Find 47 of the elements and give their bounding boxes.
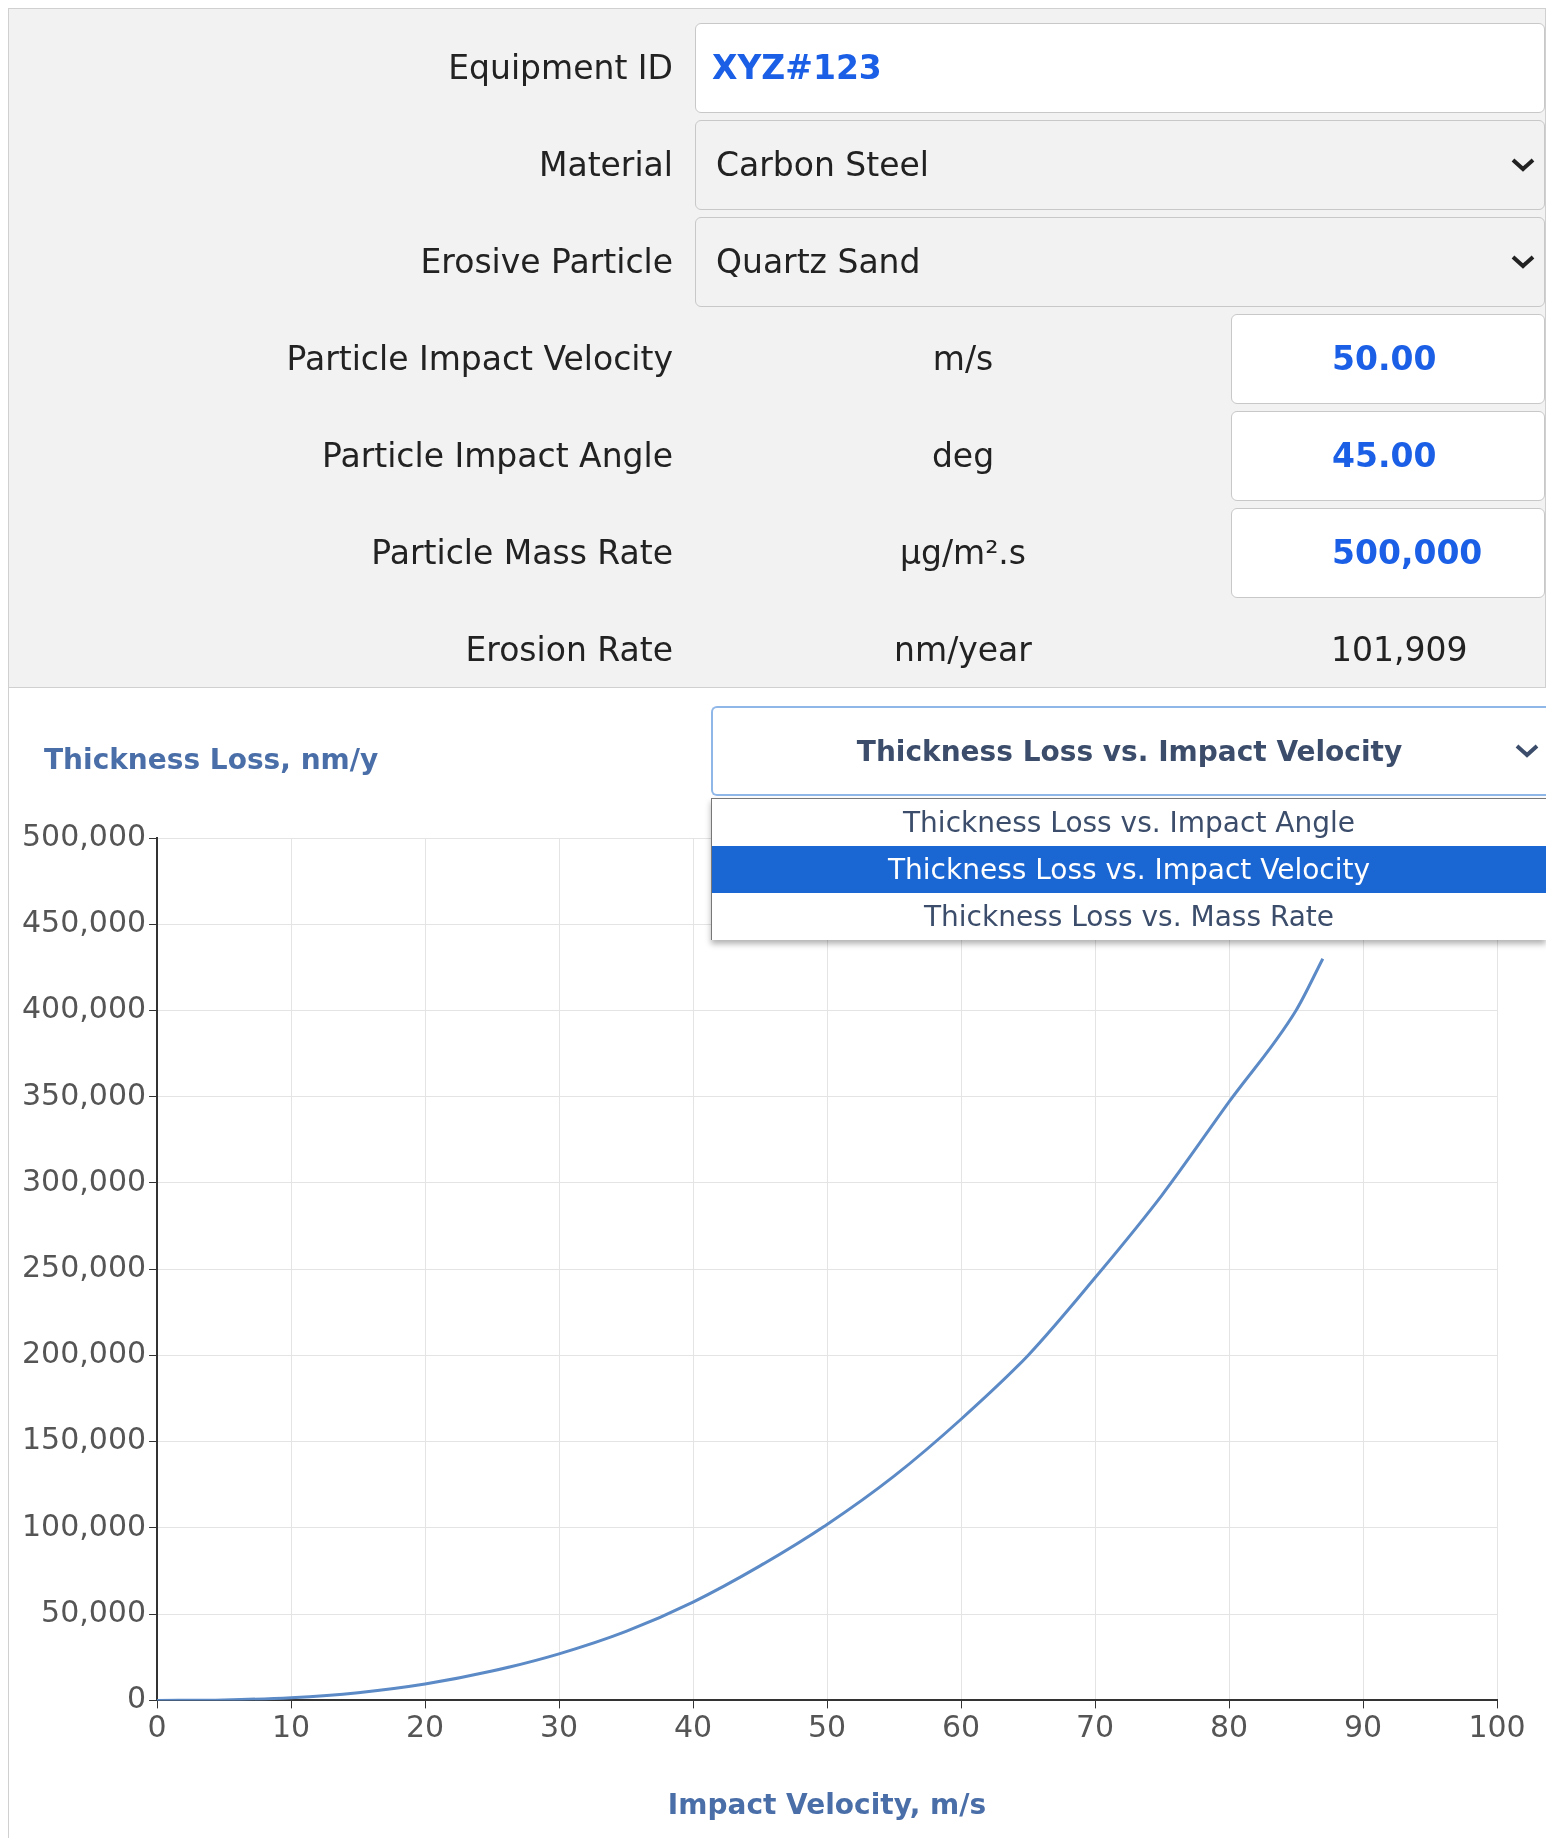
text: 45.00: [1231, 410, 1545, 501]
y-tick-label: 100,000: [22, 1507, 147, 1543]
y-tick-label: 50,000: [41, 1593, 147, 1629]
y-tick-label: 500,000: [22, 817, 147, 853]
text: 101,909: [1330, 630, 1469, 669]
annotation: Thickness Loss vs. Mass Rate: [712, 893, 1546, 940]
x-tick-label: 10: [271, 1709, 311, 1745]
text: Erosive Particle: [419, 242, 674, 281]
chart-title: Thickness Loss vs. Impact Velocity: [856, 734, 1403, 768]
x-tick-label: 50: [807, 1709, 847, 1745]
text: Particle Mass Rate: [370, 533, 674, 572]
y-tick-label: 350,000: [22, 1076, 147, 1112]
text: 500,000: [1231, 507, 1545, 598]
y-tick-label: 400,000: [22, 990, 147, 1026]
x-tick-label: 70: [1075, 1709, 1115, 1745]
x-tick-label: 80: [1209, 1709, 1249, 1745]
y-tick-label: 250,000: [22, 1249, 147, 1284]
text: m/s: [931, 339, 995, 378]
x-tick-label: 40: [673, 1709, 713, 1745]
x-tick-label: 30: [539, 1709, 579, 1745]
text: 50.00: [1231, 313, 1545, 404]
x-axis-title: Impact Velocity, m/s: [667, 1788, 987, 1822]
dropdown-list: Thickness Loss vs. Impact Angle Thickness Loss vs. Impact Velocity Thickness Loss vs. Mass Rate: [711, 798, 1546, 940]
text: Particle Impact Velocity: [285, 339, 674, 378]
text: nm/year: [893, 630, 1033, 669]
text: µg/m².s: [898, 533, 1028, 572]
text: Carbon Steel: [716, 145, 930, 184]
text: XYZ#123: [695, 22, 1545, 113]
y-tick-label: 150,000: [22, 1421, 147, 1457]
text: Quartz Sand: [716, 242, 921, 281]
text: deg: [930, 436, 996, 475]
x-tick-label: 90: [1343, 1709, 1383, 1745]
text: Material: [537, 145, 674, 184]
text: Equipment ID: [447, 48, 674, 87]
line-series: [157, 957, 1325, 1701]
y-tick-label: 300,000: [22, 1162, 147, 1198]
annotation: Thickness Loss vs. Impact Velocity: [712, 846, 1546, 893]
y-tick-label: 450,000: [22, 904, 147, 940]
y-tick-label: 200,000: [22, 1335, 147, 1371]
y-axis-title: Thickness Loss, nm/y: [44, 743, 379, 776]
y-tick-label: 0: [126, 1680, 147, 1716]
annotation: Thickness Loss vs. Impact Angle: [712, 799, 1546, 846]
text: Particle Impact Angle: [321, 436, 674, 475]
x-tick-label: 20: [405, 1709, 445, 1745]
x-tick-label: 100: [1468, 1709, 1526, 1745]
text: Erosion Rate: [464, 630, 674, 669]
x-tick-label: 60: [941, 1709, 981, 1745]
